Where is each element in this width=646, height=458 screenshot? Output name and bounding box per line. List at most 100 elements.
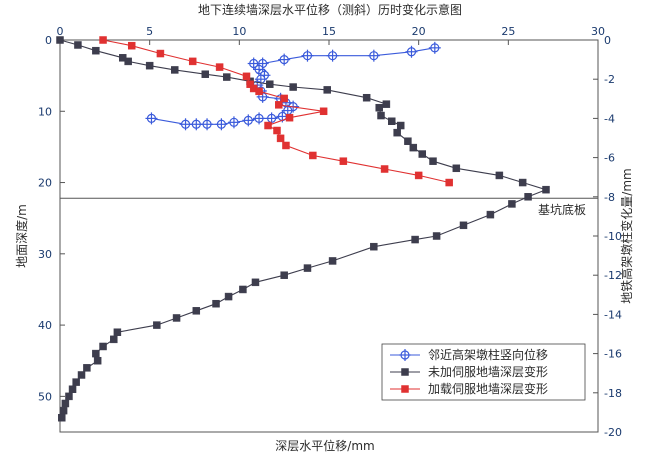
series-2-point: [273, 126, 281, 135]
series-2-line: [102, 39, 450, 184]
y-right-tick-label: -18: [604, 387, 622, 400]
series-1-point: [77, 371, 86, 379]
series-2-point: [445, 178, 453, 187]
series-1-point: [93, 356, 102, 365]
series-0-point: [301, 49, 314, 62]
y-left-tick-label: 20: [38, 177, 52, 190]
pit-bottom-label: 基坑底板: [538, 202, 586, 217]
series-1-point: [192, 307, 201, 315]
y-right-tick-label: 0: [604, 34, 611, 47]
series-2-point: [380, 165, 389, 173]
y-axis-left-label: 地面深度/m: [14, 204, 29, 268]
series-1-point: [74, 41, 82, 49]
series-1-point: [542, 185, 550, 194]
series-0-point: [428, 41, 441, 54]
series-2-point: [285, 113, 294, 122]
y-right-tick-label: -6: [604, 152, 615, 165]
series-1: [56, 36, 550, 422]
series-1-point: [251, 278, 260, 287]
series-1-point: [56, 36, 64, 44]
series-1-point: [65, 392, 73, 401]
series-0-point: [405, 45, 418, 58]
series-1-point: [459, 221, 468, 230]
x-tick-label: 25: [501, 25, 515, 38]
series-1-point: [280, 271, 288, 279]
series-1-point: [99, 342, 107, 351]
series-1-point: [124, 57, 132, 66]
series-0-point: [179, 118, 192, 131]
y-left-tick-label: 0: [45, 34, 52, 47]
x-tick-label: 20: [412, 25, 426, 38]
series-1-point: [518, 178, 527, 187]
series-1-point: [72, 378, 80, 386]
series-1-point: [323, 86, 331, 94]
x-tick-label: 15: [322, 25, 336, 38]
x-tick-label: 30: [591, 25, 605, 38]
x-tick-label: 5: [146, 25, 153, 38]
legend-marker-0: [399, 349, 411, 361]
series-1-point: [375, 103, 383, 112]
series-2-point: [242, 72, 251, 81]
series-1-point: [239, 285, 247, 294]
y-left-tick-label: 50: [38, 390, 52, 403]
series-0-point: [242, 114, 255, 127]
legend-marker-1: [401, 368, 409, 376]
series-1-point: [153, 321, 161, 329]
series-1-point: [303, 264, 312, 272]
series-2-point: [188, 57, 197, 66]
series-0-point: [367, 49, 380, 62]
y-right-tick-label: -4: [604, 112, 615, 125]
y-right-tick-label: -14: [604, 308, 622, 321]
legend-label-0: 邻近高架墩柱竖向位移: [428, 347, 548, 362]
series-1-point: [382, 100, 391, 108]
series-0-point: [253, 112, 266, 125]
y-right-tick-label: -10: [604, 230, 622, 243]
series-1-point: [110, 335, 118, 344]
legend-label-2: 加载伺服地墙深层变形: [428, 381, 548, 396]
chart-title: 地下连续墙深层水平位移（测斜）历时变化示意图: [198, 2, 462, 17]
series-0-point: [145, 112, 158, 125]
series-2-point: [339, 157, 348, 165]
series-0-point: [247, 57, 260, 70]
y-left-tick-label: 10: [38, 105, 52, 118]
series-2-point: [127, 41, 136, 50]
series-1-point: [145, 61, 154, 70]
y-right-tick-label: -16: [604, 348, 622, 361]
x-tick-label: 10: [232, 25, 246, 38]
legend-box: [381, 343, 586, 401]
series-2-point: [99, 36, 107, 44]
series-1-point: [411, 235, 419, 244]
series-1-point: [92, 46, 100, 55]
series-1-point: [224, 292, 233, 301]
series-1-point: [83, 364, 91, 372]
series-2-point: [276, 134, 285, 143]
y-axis-right-label: 地铁高架墩柱变化量/mm: [619, 168, 634, 303]
series-1-point: [362, 93, 371, 102]
series-1-point: [495, 171, 504, 180]
series-1-point: [172, 314, 181, 322]
series-1-point: [377, 111, 385, 120]
series-1-point: [452, 164, 461, 173]
series-0-point: [190, 118, 203, 131]
series-1-point: [61, 399, 70, 408]
axes-layer: 0 5 10 15 20 25 30010203040500-2-4-6-8-10-12-1…: [38, 25, 622, 439]
series-2-point: [414, 171, 423, 180]
series-2-point: [319, 107, 328, 116]
series-1-point: [432, 232, 441, 240]
y-right-tick-label: -8: [604, 191, 615, 204]
series-1-point: [266, 80, 274, 88]
series-2: [99, 36, 453, 187]
series-2-point: [282, 141, 290, 150]
y-right-tick-label: -20: [604, 426, 622, 439]
series-2-point: [275, 101, 283, 109]
series-1-point: [404, 137, 412, 145]
series-2-point: [255, 87, 263, 96]
series-1-point: [58, 413, 66, 422]
series-1-point: [68, 385, 77, 393]
series-1-point: [171, 66, 179, 74]
series-1-point: [328, 257, 337, 265]
series-0-point: [201, 118, 214, 131]
